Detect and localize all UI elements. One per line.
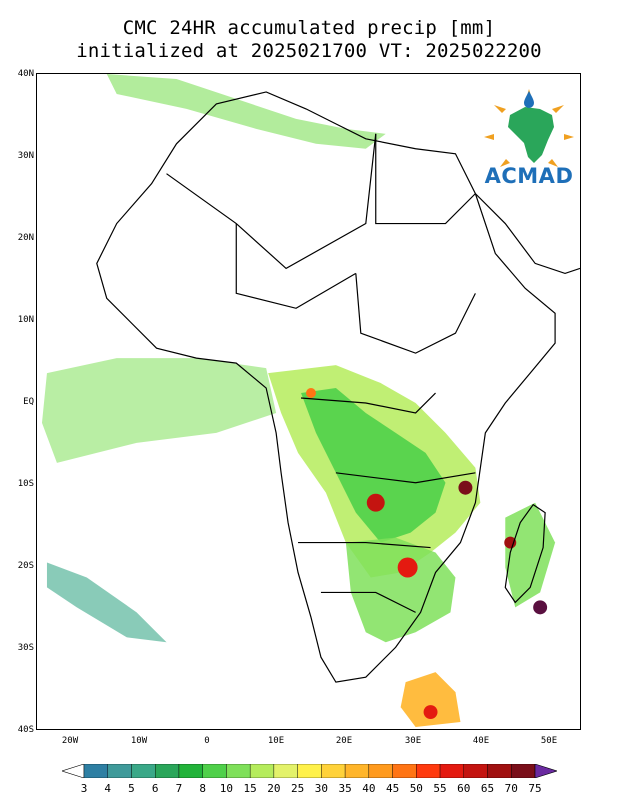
legend-swatch — [273, 764, 298, 778]
legend-value-label: 25 — [291, 782, 305, 795]
legend-swatch — [439, 764, 464, 778]
lat-label-10s: 10S — [17, 479, 34, 489]
precip-region-southern-africa — [345, 537, 456, 643]
madagascar-outline — [504, 503, 546, 604]
legend-swatch — [416, 764, 441, 778]
lat-label-30s: 30S — [17, 643, 34, 653]
legend-value-label: 3 — [80, 782, 88, 795]
coastlines-and-borders — [96, 91, 580, 683]
precip-fields — [41, 74, 556, 728]
legend-value-label: 10 — [219, 782, 234, 795]
legend-swatch — [107, 764, 132, 778]
lon-label-20e: 20E — [335, 736, 353, 746]
precip-core-7 — [306, 388, 316, 399]
precip-region-mediterranean — [106, 74, 386, 149]
legend-value-label: 5 — [128, 782, 135, 795]
legend-swatch — [202, 764, 227, 778]
border-1 — [166, 133, 377, 270]
legend-swatch — [297, 764, 322, 778]
legend-over-triangle — [534, 764, 557, 778]
precip-core-2 — [397, 557, 418, 578]
legend-swatch — [131, 764, 156, 778]
lon-label-10e: 10E — [267, 736, 285, 746]
legend-swatch — [511, 764, 536, 778]
lat-label-20n: 20N — [17, 233, 34, 243]
precip-core-4 — [533, 600, 548, 615]
legend-value-label: 55 — [433, 782, 447, 795]
precip-region-atlantic-itcz — [41, 358, 277, 463]
legend-swatch — [463, 764, 488, 778]
africa-silhouette-icon — [508, 107, 554, 163]
legend-value-label: 45 — [385, 782, 400, 795]
legend-value-label: 40 — [362, 782, 376, 795]
border-2 — [235, 223, 357, 309]
lon-label-20w: 20W — [61, 736, 79, 746]
legend-value-label: 8 — [199, 782, 206, 795]
lat-label-30n: 30N — [17, 151, 34, 161]
legend-swatch — [226, 764, 251, 778]
lon-label-50e: 50E — [540, 736, 558, 746]
lat-label-40s: 40S — [17, 725, 34, 735]
precip-core-1 — [366, 493, 385, 512]
legend-swatch — [344, 764, 370, 778]
border-4 — [355, 273, 476, 354]
legend-value-label: 30 — [314, 782, 328, 795]
lon-label-40e: 40E — [472, 736, 490, 746]
legend-value-label: 70 — [504, 782, 518, 795]
africa-coastline — [96, 91, 556, 683]
precip-color-legend — [62, 764, 557, 778]
acmad-logo-text: ACMAD — [484, 164, 574, 188]
precip-core-6 — [423, 705, 438, 720]
legend-value-label: 15 — [243, 782, 257, 795]
precip-region-southern-ocean — [400, 672, 461, 728]
legend-value-label: 4 — [104, 782, 112, 795]
legend-swatch — [392, 764, 417, 778]
precip-core-5 — [504, 536, 517, 549]
legend-swatches — [62, 764, 557, 778]
lon-label-0: 0 — [204, 736, 210, 746]
legend-swatch — [249, 764, 275, 778]
border-8 — [320, 591, 416, 613]
precipitation-map — [36, 73, 581, 730]
legend-swatch — [487, 764, 512, 778]
map-title-line-1: CMC 24HR accumulated precip [mm] — [122, 17, 496, 39]
legend-swatch — [83, 764, 108, 778]
legend-under-triangle — [62, 764, 85, 778]
legend-value-label: 6 — [151, 782, 159, 795]
map-title-line-2: initialized at 2025021700 VT: 2025022200 — [76, 40, 542, 62]
rain-drop-icon — [524, 91, 534, 108]
lat-label-40n: 40N — [17, 69, 34, 79]
legend-swatch — [368, 764, 393, 778]
border-6 — [335, 472, 476, 484]
lat-label-20s: 20S — [17, 561, 34, 571]
precip-region-madagascar — [505, 502, 556, 608]
border-5 — [300, 392, 436, 414]
legend-value-label: 75 — [528, 782, 542, 795]
legend-value-label: 65 — [480, 782, 495, 795]
arabia-coastline — [474, 193, 580, 275]
legend-value-label: 20 — [267, 782, 281, 795]
precip-core-3 — [458, 480, 473, 495]
legend-value-label: 35 — [338, 782, 352, 795]
legend-value-label: 50 — [409, 782, 423, 795]
precip-region-congo-core — [301, 388, 446, 543]
acmad-logo — [484, 89, 574, 167]
border-3 — [375, 133, 476, 225]
lon-label-30e: 30E — [404, 736, 422, 746]
legend-value-label: 60 — [457, 782, 471, 795]
lon-label-10w: 10W — [130, 736, 148, 746]
lat-label-10n: 10N — [17, 315, 34, 325]
legend-swatch — [155, 764, 180, 778]
lat-label-eq: EQ — [23, 397, 34, 407]
legend-swatch — [321, 764, 346, 778]
legend-value-label: 7 — [175, 782, 183, 795]
precip-region-south-atlantic — [46, 562, 167, 643]
legend-swatch — [178, 764, 203, 778]
border-7 — [298, 541, 431, 549]
